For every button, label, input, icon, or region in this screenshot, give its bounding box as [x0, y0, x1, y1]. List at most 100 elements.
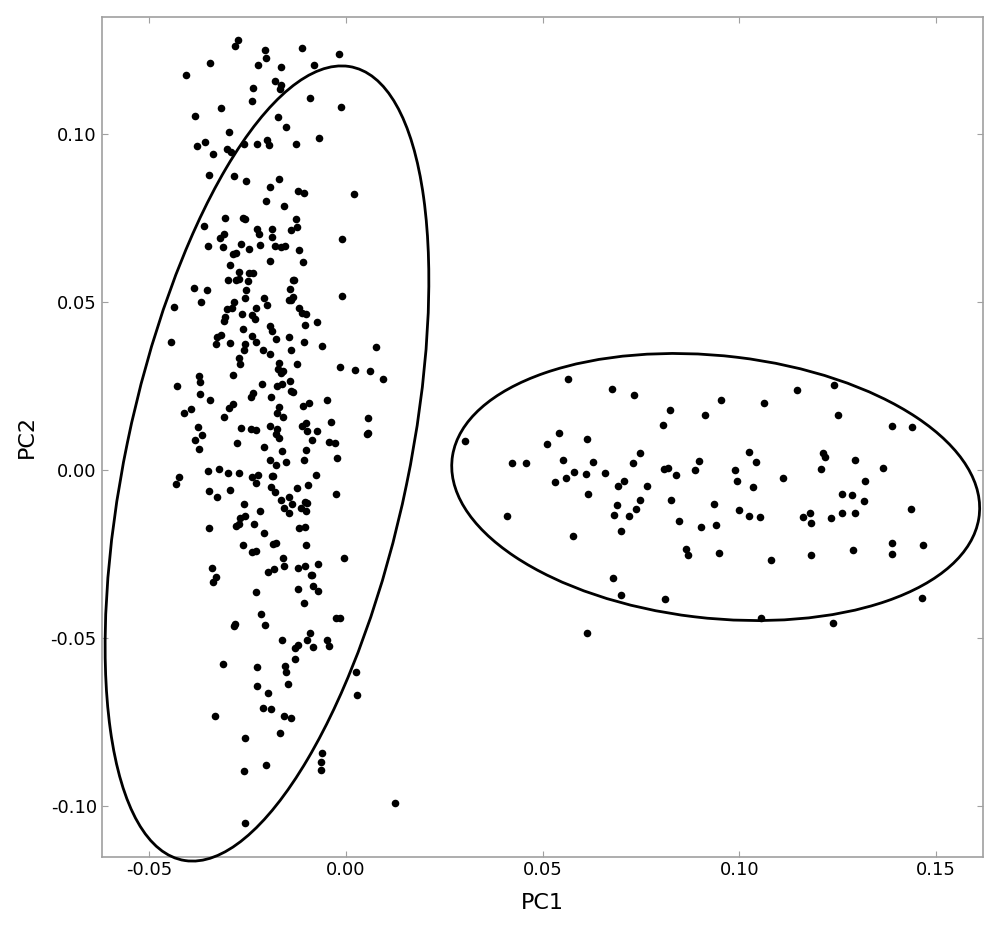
Point — [273, 77, 289, 92]
Point — [271, 171, 287, 186]
Point — [262, 180, 278, 195]
Point — [228, 273, 244, 288]
Point — [222, 258, 238, 272]
Point — [217, 211, 233, 226]
Point — [237, 509, 253, 524]
Point — [333, 100, 349, 114]
Point — [795, 510, 811, 525]
Point — [290, 561, 306, 576]
Point — [296, 335, 312, 350]
Point — [260, 685, 276, 700]
Point — [229, 435, 245, 450]
Point — [231, 351, 247, 365]
Point — [289, 219, 305, 234]
Point — [230, 33, 246, 47]
Point — [305, 640, 321, 655]
Point — [273, 239, 289, 254]
Point — [283, 293, 299, 308]
Point — [331, 46, 347, 61]
Point — [680, 547, 696, 562]
Point — [847, 453, 863, 468]
Point — [209, 329, 225, 344]
Point — [566, 465, 582, 480]
Point — [283, 384, 299, 399]
Point — [299, 496, 315, 511]
Point — [539, 436, 555, 451]
Point — [504, 455, 520, 470]
Point — [605, 570, 621, 585]
Point — [693, 519, 709, 534]
Point — [314, 339, 330, 354]
Point — [857, 473, 873, 488]
Point — [276, 709, 292, 724]
Point — [275, 409, 291, 424]
Point — [183, 401, 199, 416]
Point — [236, 343, 252, 358]
Point — [626, 387, 642, 402]
Point — [304, 567, 320, 582]
Point — [287, 652, 303, 667]
Point — [555, 453, 571, 468]
Point — [309, 423, 325, 438]
Point — [197, 135, 213, 150]
Point — [187, 432, 203, 447]
Point — [298, 538, 314, 552]
Point — [248, 475, 264, 490]
Point — [245, 80, 261, 95]
Point — [753, 611, 769, 626]
Point — [298, 503, 314, 518]
Point — [302, 91, 318, 106]
Point — [265, 537, 281, 551]
Point — [190, 419, 206, 434]
Point — [220, 272, 236, 287]
Point — [310, 583, 326, 598]
Point — [222, 483, 238, 498]
Point — [262, 453, 278, 468]
Point — [741, 445, 757, 459]
Point — [258, 50, 274, 65]
Point — [578, 466, 594, 481]
Point — [817, 449, 833, 464]
Point — [208, 337, 224, 352]
Point — [192, 375, 208, 390]
Point — [281, 506, 297, 521]
Point — [580, 487, 596, 502]
Point — [295, 254, 311, 269]
Point — [387, 796, 403, 811]
Point — [328, 487, 344, 502]
Point — [655, 418, 671, 432]
Point — [238, 283, 254, 298]
Point — [221, 124, 237, 139]
Point — [296, 186, 312, 201]
Y-axis label: PC2: PC2 — [17, 415, 37, 458]
Point — [258, 758, 274, 773]
Point — [248, 335, 264, 350]
Point — [251, 227, 267, 242]
Point — [313, 754, 329, 769]
Point — [336, 551, 352, 565]
Point — [368, 339, 384, 354]
Point — [189, 138, 205, 153]
Point — [313, 763, 329, 777]
Point — [289, 356, 305, 371]
Point — [261, 138, 277, 153]
Point — [560, 371, 576, 386]
Point — [662, 403, 678, 418]
Point — [254, 377, 270, 392]
Point — [830, 407, 846, 422]
Point — [297, 317, 313, 332]
Point — [249, 137, 265, 152]
Point — [233, 236, 249, 251]
Point — [275, 364, 291, 379]
Point — [306, 57, 322, 72]
Point — [729, 474, 745, 489]
Point — [282, 373, 298, 388]
Point — [815, 445, 831, 460]
Point — [257, 43, 273, 58]
Point — [225, 246, 241, 261]
Point — [226, 295, 242, 310]
Point — [247, 312, 263, 326]
Point — [844, 487, 860, 502]
Point — [224, 301, 240, 316]
Point — [281, 489, 297, 504]
